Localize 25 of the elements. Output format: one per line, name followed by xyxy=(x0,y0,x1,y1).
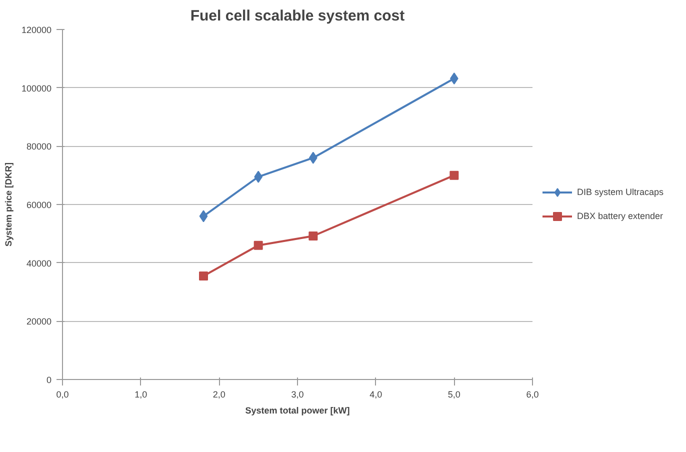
chart-title: Fuel cell scalable system cost xyxy=(190,8,405,24)
x-tick-label: 6,0 xyxy=(526,390,539,400)
x-tick-label: 5,0 xyxy=(448,390,460,400)
legend-label: DIB system Ultracaps xyxy=(577,187,664,197)
legend-label: DBX battery extender xyxy=(577,211,664,221)
point xyxy=(199,210,208,222)
x-axis-title: System total power [kW] xyxy=(245,406,350,416)
x-tick-label: 0,0 xyxy=(56,390,69,400)
point xyxy=(450,170,459,180)
x-tick-label: 4,0 xyxy=(370,390,382,400)
x-tick-label: 3,0 xyxy=(291,390,304,400)
y-tick-label: 0 xyxy=(46,375,52,385)
point xyxy=(450,72,458,84)
point xyxy=(308,232,318,240)
y-tick-label: 20000 xyxy=(26,316,52,327)
x-tick-label: 2,0 xyxy=(212,390,226,400)
y-tick-label: 60000 xyxy=(26,200,52,210)
y-tick-label: 80000 xyxy=(26,142,52,152)
x-tick-label: 1,0 xyxy=(134,390,148,400)
y-tick-label: 120000 xyxy=(21,25,52,35)
y-tick-label: 100000 xyxy=(21,83,52,94)
point xyxy=(254,240,263,250)
point xyxy=(199,271,208,280)
y-tick-label: 40000 xyxy=(26,258,52,268)
y-axis-title: System price [DKR] xyxy=(3,162,14,247)
